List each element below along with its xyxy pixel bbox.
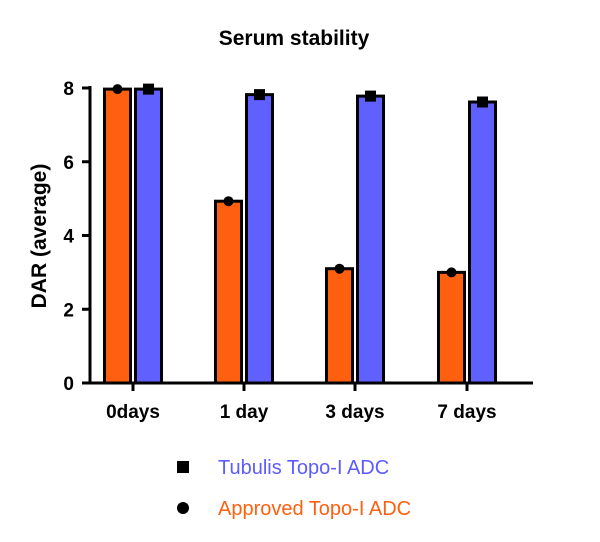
bar-tubulis (468, 100, 497, 385)
bar-tubulis (245, 93, 274, 385)
data-point-square (477, 96, 488, 108)
y-tick-label: 2 (63, 300, 74, 321)
bar-approved (325, 267, 354, 385)
data-point-square (365, 90, 376, 102)
legend-label: Approved Topo-I ADC (218, 498, 411, 520)
legend: Tubulis Topo-I ADC Approved Topo-I ADC (177, 457, 411, 520)
bar-approved (214, 199, 243, 385)
legend-label: Tubulis Topo-I ADC (218, 457, 389, 479)
plot-area: 0 2 4 6 8 0days 1 day 3 days 7 days (63, 79, 533, 423)
x-tick-label: 1 day (220, 402, 269, 423)
legend-marker-square (177, 461, 189, 473)
bar-approved (437, 270, 466, 385)
x-tick-label: 3 days (325, 402, 384, 423)
data-point-circle (223, 196, 234, 207)
data-point-circle (446, 267, 457, 278)
legend-marker-circle (177, 502, 189, 514)
chart-title: Serum stability (219, 27, 370, 50)
bar-approved (103, 87, 132, 385)
data-point-square (143, 83, 154, 95)
data-point-circle (334, 263, 345, 274)
y-axis-label: DAR (average) (28, 164, 51, 309)
bar-tubulis (134, 87, 163, 385)
bar-tubulis (356, 94, 385, 385)
data-point-square (254, 89, 265, 101)
y-tick-label: 4 (63, 227, 74, 248)
y-tick-label: 6 (63, 153, 74, 174)
y-tick-label: 0 (63, 374, 74, 395)
x-tick-label: 7 days (437, 402, 496, 423)
y-tick-label: 8 (63, 79, 74, 100)
x-tick-label: 0days (106, 402, 160, 423)
data-point-circle (112, 84, 123, 95)
